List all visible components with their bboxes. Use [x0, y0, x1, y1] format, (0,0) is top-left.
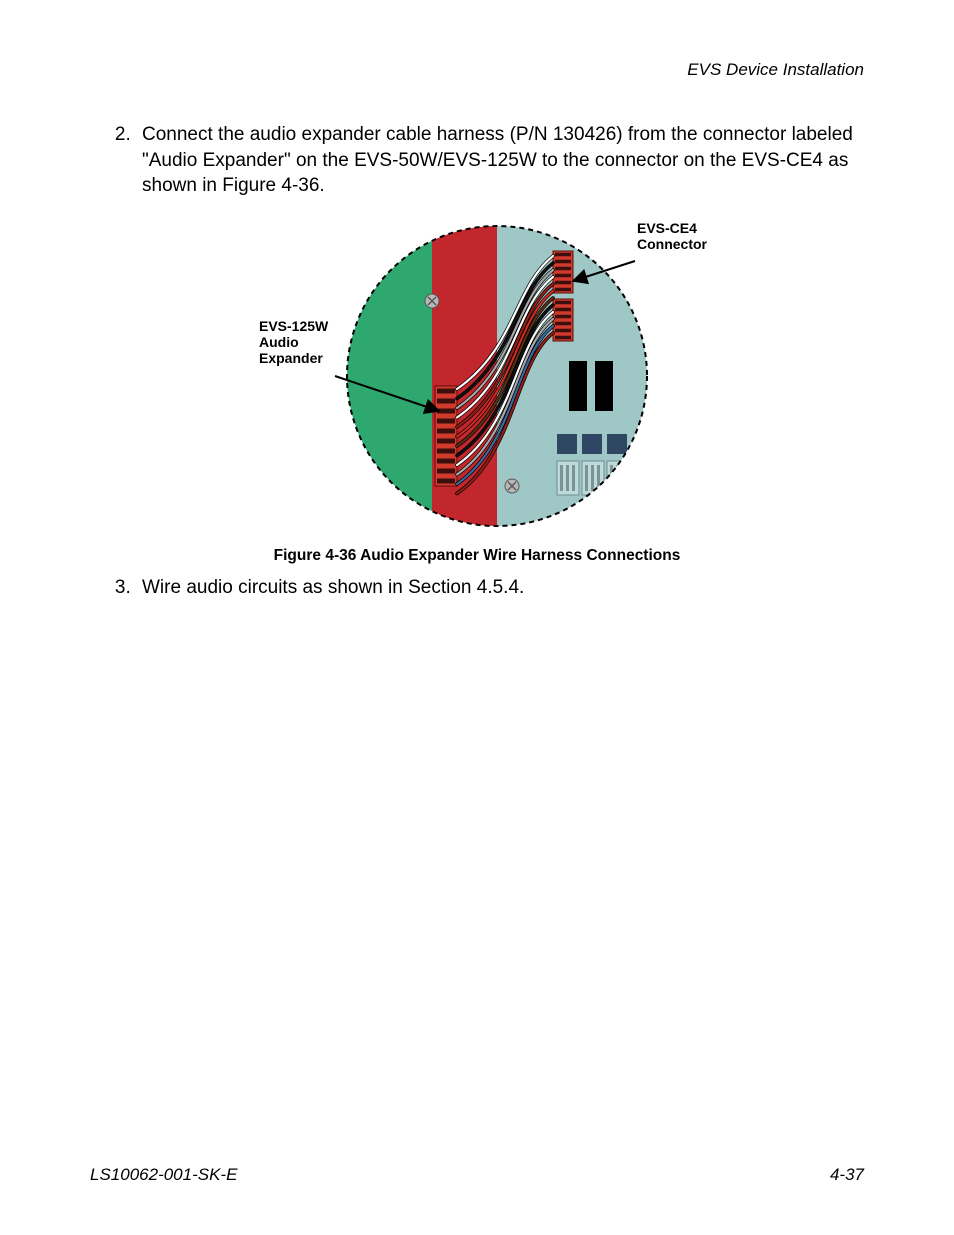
- footer-page-no: 4-37: [830, 1165, 864, 1185]
- figure-4-36: EVS-125WAudioExpander EVS-CE4Connector: [90, 211, 864, 541]
- svg-text:Connector: Connector: [637, 236, 708, 252]
- footer-doc-no: LS10062-001-SK-E: [90, 1165, 237, 1185]
- svg-text:EVS-125W: EVS-125W: [259, 318, 329, 334]
- step-2: Connect the audio expander cable harness…: [136, 122, 864, 199]
- step-list: Connect the audio expander cable harness…: [108, 122, 864, 199]
- svg-text:EVS-CE4: EVS-CE4: [637, 220, 697, 236]
- page-header: EVS Device Installation: [90, 60, 864, 80]
- svg-text:Expander: Expander: [259, 350, 323, 366]
- figure-caption: Figure 4-36 Audio Expander Wire Harness …: [90, 547, 864, 565]
- step-3: Wire audio circuits as shown in Section …: [136, 575, 864, 601]
- step-list-cont: Wire audio circuits as shown in Section …: [108, 575, 864, 601]
- svg-text:Audio: Audio: [259, 334, 299, 350]
